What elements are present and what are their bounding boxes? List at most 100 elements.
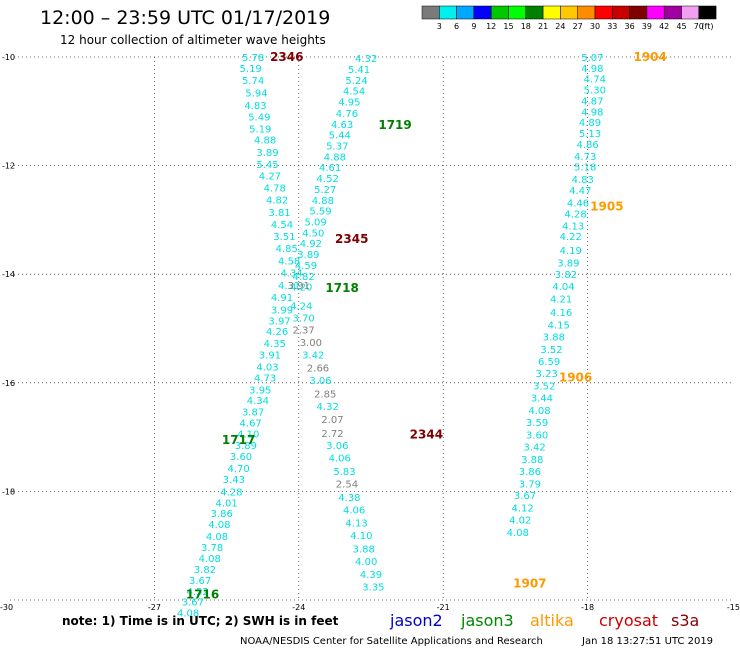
colorbar-tick-label: 21 [538,22,548,31]
pass-time-label: 1906 [559,370,592,384]
swh-observation: 4.26 [266,327,288,338]
swh-observation: 5.59 [309,207,331,218]
swh-observation: 4.52 [317,174,339,185]
colorbar-tick-label: 18 [521,22,531,31]
swh-observation: 4.22 [560,232,582,243]
swh-observation: 2.54 [336,479,358,490]
swh-observation: 3.23 [536,369,558,380]
legend-entry-jason3: jason3 [460,611,514,630]
swh-observation: 3.88 [521,455,543,466]
pass-time-label: 1719 [378,118,411,132]
swh-observation: 5.74 [242,76,264,87]
swh-observation: 4.89 [579,118,601,129]
swh-observation: 4.08 [199,554,221,565]
colorbar-tick-label: 24 [555,22,565,31]
pass-time-label: 2345 [335,232,368,246]
swh-observation: 4.54 [343,87,365,98]
swh-observation: 3.67 [514,491,536,502]
x-tick-label: -15 [727,603,740,612]
swh-observation: 4.92 [300,239,322,250]
y-tick-label: -10 [2,53,15,62]
swh-observation: 4.46 [567,199,589,210]
swh-observation: 5.44 [329,131,351,142]
swh-observation: 4.08 [528,406,550,417]
swh-observation: 4.08 [177,608,199,619]
swh-observation: 5.30 [584,86,606,97]
pass-time-label: 2344 [410,427,443,441]
swh-observation: 4.34 [247,396,269,407]
swh-observation: 3.52 [533,382,555,393]
swh-observation: 4.06 [329,454,351,465]
swh-observation: 3.51 [273,232,295,243]
swh-observation: 4.88 [312,196,334,207]
swh-observation: 4.27 [259,171,281,182]
swh-observation: 4.47 [569,186,591,197]
swh-observation: 4.10 [350,531,372,542]
swh-observation: 3.44 [531,393,553,404]
swh-observation: 2.07 [321,415,343,426]
swh-observation: 4.63 [331,120,353,131]
swh-observation: 3.42 [302,351,324,362]
swh-observation: 3.81 [268,208,290,219]
swh-observation: 4.76 [336,109,358,120]
swh-observation: 4.91 [271,293,293,304]
swh-observation: 4.04 [552,282,574,293]
colorbar-swatch [646,5,665,20]
pass-time-label: 1905 [590,199,623,213]
colorbar-swatch [629,5,648,20]
swh-observation: 4.02 [509,516,531,527]
swh-observation: 5.27 [314,185,336,196]
colorbar-tick-label: 6 [454,22,459,31]
colorbar-tick-label: 36 [625,22,635,31]
colorbar-swatch [577,5,596,20]
colorbar-swatch [508,5,527,20]
page-title: 12:00 – 23:59 UTC 01/17/2019 [40,7,330,29]
swh-observation: 4.06 [343,505,365,516]
swh-observation: 4.31 [278,281,300,292]
swh-observation: 5.24 [345,76,367,87]
swh-observation: 2.72 [321,429,343,440]
swh-observation: 4.83 [244,101,266,112]
time-labels: 2346 1719 2345 1718 2344 1717 1716 1904 1905 1906… [186,50,667,602]
swh-observation: 5.94 [245,88,267,99]
swh-observation: 5.09 [305,218,327,229]
swh-observation: 3.06 [326,441,348,452]
swh-observation: 4.15 [548,321,570,332]
swh-observation: 4.24 [290,302,312,313]
swh-observation: 4.21 [550,295,572,306]
pass-time-label: 1717 [222,433,255,447]
colorbar-swatch [681,5,700,20]
colorbar-tick-label: 9 [471,22,476,31]
swh-observation: 4.50 [302,228,324,239]
swh-observation: 4.13 [562,221,584,232]
colorbar-swatch [439,5,457,20]
swh-observation: 3.67 [182,598,204,609]
colorbar-swatch [456,5,475,20]
swh-observation: 4.98 [581,107,603,118]
swh-observation: 2.85 [314,390,336,401]
swh-observation: 3.59 [526,418,548,429]
swh-observation: 5.07 [581,53,603,64]
swh-observation: 4.16 [550,308,572,319]
swh-observation: 4.08 [206,532,228,543]
swh-observation: 4.39 [360,570,382,581]
swh-observation: 3.43 [223,475,245,486]
colorbar-swatch [490,5,509,20]
swh-observation: 4.01 [215,498,237,509]
swh-observation: 3.79 [519,479,541,490]
colorbar-swatch [421,5,440,20]
colorbar-tick-label: 30 [590,22,600,31]
swh-observation: 3.70 [292,314,314,325]
colorbar-tick-label: 15 [503,22,513,31]
colorbar-tick-label: 39 [642,22,652,31]
swh-observation: 6.59 [538,357,560,368]
x-tick-label: -18 [581,603,594,612]
swh-observation: 3.86 [519,467,541,478]
swh-observation: 4.98 [581,64,603,75]
swh-observation: 3.52 [540,345,562,356]
y-tick-label: -12 [2,162,15,171]
swh-observation: 3.91 [259,351,281,362]
swh-observation: 4.32 [355,54,377,65]
swh-observation: 3.60 [230,452,252,463]
